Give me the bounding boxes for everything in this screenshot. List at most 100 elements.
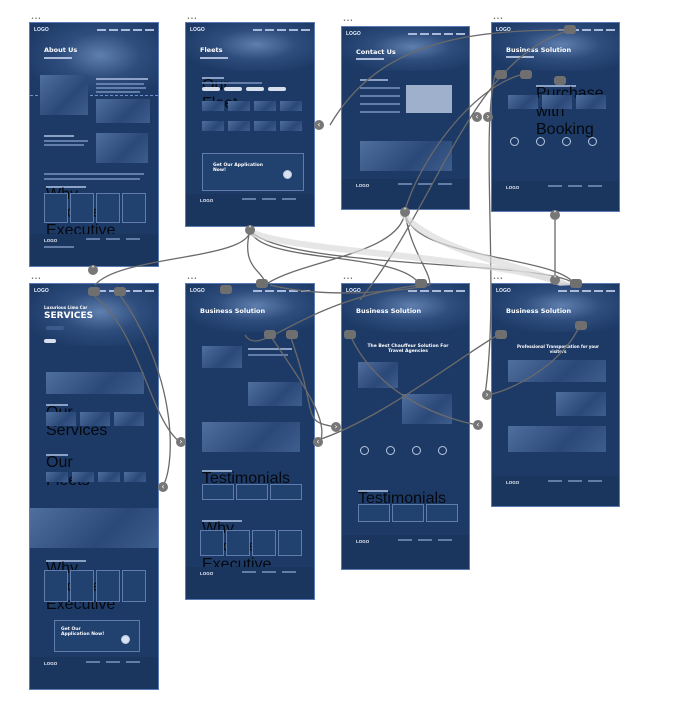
frame-about-us[interactable]: LOGO About Us Why Choose Executive LOGO <box>29 22 159 267</box>
frame-label-fleets: ••• <box>187 16 198 22</box>
section-title: Why Choose Executive <box>46 186 115 239</box>
form-field[interactable] <box>360 103 400 105</box>
frame-label-business3: ••• <box>343 276 354 282</box>
connection-handle[interactable] <box>114 287 126 296</box>
page-title: Business Solution <box>506 46 572 54</box>
nav: LOGO <box>190 27 310 33</box>
frame-label-about: ••• <box>31 16 42 22</box>
nav-links[interactable] <box>253 290 310 292</box>
chevron-up-icon[interactable]: ˄ <box>245 225 255 235</box>
footer-logo: LOGO <box>200 198 214 203</box>
car-thumb <box>202 101 224 111</box>
hero-pretitle: Luxurious Limo Car <box>44 305 88 310</box>
nav-links[interactable] <box>408 33 465 35</box>
form-field[interactable] <box>360 79 388 81</box>
car-image <box>542 95 572 109</box>
map[interactable] <box>406 85 452 113</box>
chevron-right-icon[interactable]: › <box>331 422 341 432</box>
connection-handle[interactable] <box>344 330 356 339</box>
nav-links[interactable] <box>97 29 154 31</box>
chevron-left-icon[interactable]: ‹ <box>472 112 482 122</box>
section-title-why: Why Choose Executive <box>202 520 272 573</box>
text-line <box>44 144 84 146</box>
feature-card <box>70 193 94 223</box>
frame-label-services: ••• <box>31 276 42 282</box>
frame-label-contact: ••• <box>343 18 354 24</box>
connection-handle[interactable] <box>264 330 276 339</box>
nav: LOGO <box>34 27 154 33</box>
footer-logo: LOGO <box>506 480 520 485</box>
connection-handle[interactable] <box>564 25 576 34</box>
headline: The Best Chauffeur Solution For Travel A… <box>367 344 449 354</box>
frame-business-solution-4[interactable]: LOGO Business Solution Professional Tran… <box>491 283 620 507</box>
shield-icon <box>510 137 519 146</box>
connection-handle[interactable] <box>220 285 232 294</box>
connection-handle[interactable] <box>88 287 100 296</box>
connection-handle[interactable] <box>415 279 427 288</box>
breadcrumb <box>506 56 534 58</box>
breadcrumb <box>200 57 228 59</box>
nav: LOGO <box>496 27 615 33</box>
text-line <box>44 178 140 180</box>
chevron-right-icon[interactable]: › <box>483 112 493 122</box>
connection-handle[interactable] <box>575 321 587 330</box>
logo: LOGO <box>34 27 49 33</box>
frame-label-business1: ••• <box>493 16 504 22</box>
app-cta[interactable]: Get Our Application Now! <box>202 153 304 191</box>
form-field[interactable] <box>360 111 400 113</box>
text-line <box>44 140 88 142</box>
frame-fleets[interactable]: LOGO Fleets Our Fleet Get Our Applicatio… <box>185 22 315 227</box>
chevron-right-icon[interactable]: › <box>482 390 492 400</box>
form-field[interactable] <box>360 95 400 97</box>
nav: LOGO <box>190 288 310 294</box>
nav-links[interactable] <box>558 290 615 292</box>
text-line <box>44 135 74 137</box>
connection-handle[interactable] <box>256 279 268 288</box>
connection-handle[interactable] <box>520 70 532 79</box>
chevron-up-icon[interactable]: ˄ <box>550 210 560 220</box>
chevron-up-icon[interactable]: ˄ <box>88 265 98 275</box>
chevron-up-icon[interactable]: ˄ <box>400 207 410 217</box>
form-field[interactable] <box>360 87 400 89</box>
section-title: Our Services <box>46 404 107 439</box>
text-line <box>44 173 144 175</box>
chevron-left-icon[interactable]: ‹ <box>473 420 483 430</box>
connection-handle[interactable] <box>495 70 507 79</box>
app-cta[interactable]: Get Our Application Now! <box>54 620 140 652</box>
car-image <box>576 95 606 109</box>
nav-links[interactable] <box>253 29 310 31</box>
shield-icon <box>360 446 369 455</box>
chevron-left-icon[interactable]: ‹ <box>158 482 168 492</box>
nav: LOGO <box>346 31 465 37</box>
frame-business-solution-1[interactable]: LOGO Business Solution Purchase with Boo… <box>491 22 620 212</box>
nav: LOGO <box>496 288 615 294</box>
footer-logo: LOGO <box>356 183 370 188</box>
phone-icon <box>121 635 130 644</box>
chevron-left-icon[interactable]: ‹ <box>314 120 324 130</box>
section-title: Testimonials <box>358 490 447 507</box>
frame-services[interactable]: LOGO Luxurious Limo Car SERVICES Our Ser… <box>29 283 159 690</box>
phone-icon <box>386 446 395 455</box>
breadcrumb <box>356 58 384 60</box>
fold-line <box>30 95 158 96</box>
connection-handle[interactable] <box>495 330 507 339</box>
clock-icon <box>438 446 447 455</box>
frame-business-solution-3[interactable]: LOGO Business Solution The Best Chauffeu… <box>341 283 470 570</box>
hero <box>186 23 314 71</box>
page-title: Contact Us <box>356 48 396 56</box>
footer: LOGO <box>186 567 314 599</box>
nav-links[interactable] <box>408 290 465 292</box>
footer: LOGO <box>342 179 469 209</box>
connection-handle[interactable] <box>286 330 298 339</box>
logo: LOGO <box>190 288 205 294</box>
chevron-left-icon[interactable]: ‹ <box>313 437 323 447</box>
chevron-down-icon[interactable]: ˅ <box>550 275 560 285</box>
connection-handle[interactable] <box>554 76 566 85</box>
connection-handle[interactable] <box>570 279 582 288</box>
footer: LOGO <box>30 234 158 266</box>
car-image <box>508 95 538 109</box>
section-title-why: Why Choose Executive <box>46 560 116 613</box>
chevron-right-icon[interactable]: › <box>176 437 186 447</box>
frame-contact-us[interactable]: LOGO Contact Us LOGO <box>341 26 470 210</box>
logo: LOGO <box>190 27 205 33</box>
